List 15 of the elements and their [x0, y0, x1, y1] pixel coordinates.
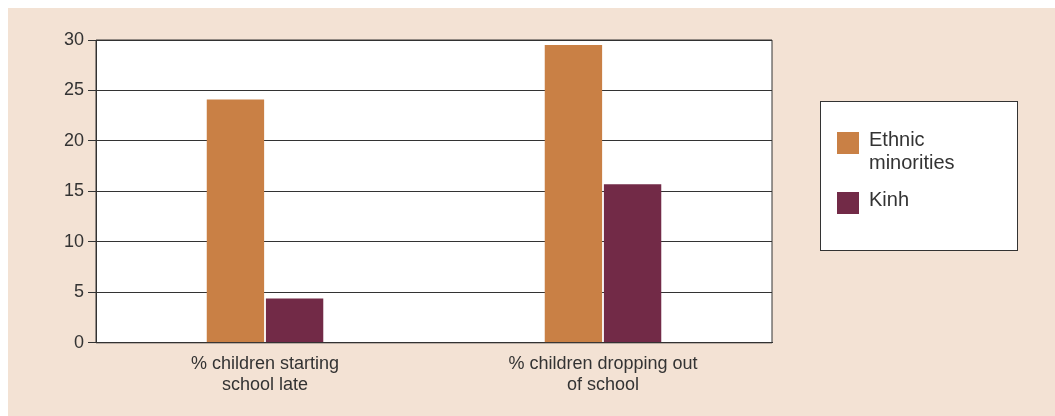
bar [603, 184, 662, 343]
y-tick-label: 0 [74, 331, 85, 352]
bar [265, 298, 324, 343]
legend-label: Kinh [869, 188, 911, 211]
y-tick-label: 25 [63, 79, 85, 100]
y-tick-label: 10 [63, 230, 85, 251]
legend-label: Ethnic minorities [869, 128, 956, 174]
y-tick-label: 15 [63, 180, 85, 201]
x-tick-label: % children dropping out of school [508, 352, 698, 395]
bar [206, 99, 265, 343]
x-tick-label: % children starting school late [190, 352, 340, 395]
y-tick-label: 20 [63, 129, 85, 150]
bar [544, 45, 603, 343]
y-tick-label: 30 [63, 28, 85, 49]
y-tick-label: 5 [74, 281, 85, 302]
